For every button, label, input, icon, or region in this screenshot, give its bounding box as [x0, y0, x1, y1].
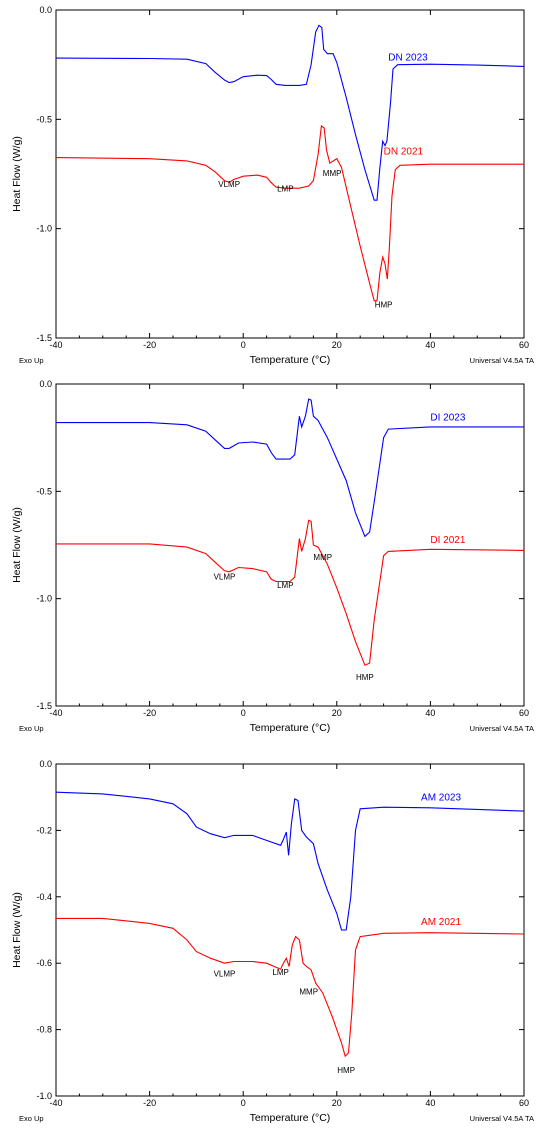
annotation-mmp: MMP: [323, 169, 342, 178]
y-axis-label: Heat Flow (W/g): [11, 136, 23, 212]
y-tick-label: -1.0: [36, 594, 52, 604]
x-tick-label: 60: [519, 340, 529, 350]
x-tick-label: -40: [49, 1098, 62, 1108]
x-axis-label: Temperature (°C): [250, 1112, 331, 1124]
plot-frame: [55, 9, 525, 339]
x-tick-label: 0: [241, 708, 246, 718]
annotation-vlmp: VLMP: [218, 180, 240, 189]
series-label-dn-2021: DN 2021: [384, 146, 424, 157]
annotation-vlmp: VLMP: [214, 572, 236, 581]
x-tick-label: -20: [143, 1098, 156, 1108]
y-tick-label: -0.5: [36, 114, 52, 124]
x-tick-label: 60: [519, 708, 529, 718]
footer-exo-up: Exo Up: [19, 724, 44, 733]
series-label-di-2021: DI 2021: [430, 535, 465, 546]
x-axis-label: Temperature (°C): [250, 354, 331, 366]
x-tick-label: 40: [425, 1098, 435, 1108]
x-tick-label: -20: [143, 340, 156, 350]
annotation-hmp: HMP: [356, 673, 374, 682]
x-tick-label: -20: [143, 708, 156, 718]
footer-software-version: Universal V4.5A TA: [470, 356, 534, 365]
x-tick-label: 0: [241, 340, 246, 350]
y-axis-label: Heat Flow (W/g): [11, 892, 23, 968]
series-line-dn-2021: [55, 124, 524, 302]
series-label-am-2021: AM 2021: [421, 917, 461, 928]
series-line-di-2023: [56, 398, 524, 538]
y-tick-label: 0.0: [39, 5, 52, 15]
y-tick-label: -1.0: [36, 1091, 52, 1101]
footer-software-version: Universal V4.5A TA: [470, 1114, 534, 1123]
y-tick-label: -1.5: [36, 701, 52, 711]
dsc-chart-dn: -40 -20 0 20 40 60 0.0 -0.5 -1.0 -1.5 Temperature …: [11, 5, 534, 366]
dsc-chart-am: -40 -20 0 20 40 60 0.0 -0.2 -0.4 -0.6 -0.8 -1.0 Temp…: [11, 759, 534, 1124]
x-tick-label: 20: [332, 708, 342, 718]
x-tick-label: 20: [332, 340, 342, 350]
annotation-mmp: MMP: [313, 553, 332, 562]
x-tick-label: 60: [519, 1098, 529, 1108]
annotation-hmp: HMP: [375, 300, 393, 309]
x-tick-label: 20: [332, 1098, 342, 1108]
x-axis-label: Temperature (°C): [250, 722, 331, 734]
annotation-hmp: HMP: [337, 1066, 355, 1075]
x-tick-label: 40: [425, 708, 435, 718]
series-label-am-2023: AM 2023: [421, 793, 461, 804]
series-label-dn-2023: DN 2023: [388, 52, 428, 63]
y-tick-label: -0.2: [36, 825, 52, 835]
y-tick-label: -0.4: [36, 892, 52, 902]
annotation-mmp: MMP: [299, 988, 318, 997]
y-tick-label: 0.0: [39, 379, 52, 389]
series-line-di-2021: [56, 519, 525, 666]
y-tick-label: 0.0: [39, 759, 52, 769]
annotation-vlmp: VLMP: [214, 969, 236, 978]
series-line-dn-2023: [55, 24, 525, 201]
y-tick-label: -0.6: [36, 958, 52, 968]
y-tick-label: -0.8: [36, 1025, 52, 1035]
series-label-di-2023: DI 2023: [430, 412, 465, 423]
y-tick-label: -1.0: [36, 224, 52, 234]
annotation-lmp: LMP: [272, 968, 288, 977]
x-tick-label: 0: [241, 1098, 246, 1108]
annotation-lmp: LMP: [277, 581, 293, 590]
annotation-lmp: LMP: [277, 184, 293, 193]
dsc-chart-di: -40 -20 0 20 40 60 0.0 -0.5 -1.0 -1.5 Temperature …: [11, 379, 534, 734]
y-tick-label: -1.5: [36, 333, 52, 343]
x-tick-label: 40: [425, 340, 435, 350]
footer-exo-up: Exo Up: [19, 356, 44, 365]
x-tick-label: -40: [49, 708, 62, 718]
x-tick-label: -40: [49, 340, 62, 350]
footer-software-version: Universal V4.5A TA: [470, 724, 534, 733]
y-axis-label: Heat Flow (W/g): [11, 507, 23, 583]
series-line-am-2023: [55, 791, 525, 931]
series-line-am-2021: [56, 917, 525, 1058]
footer-exo-up: Exo Up: [19, 1114, 44, 1123]
plot-frame: [55, 763, 525, 1097]
y-tick-label: -0.5: [36, 486, 52, 496]
